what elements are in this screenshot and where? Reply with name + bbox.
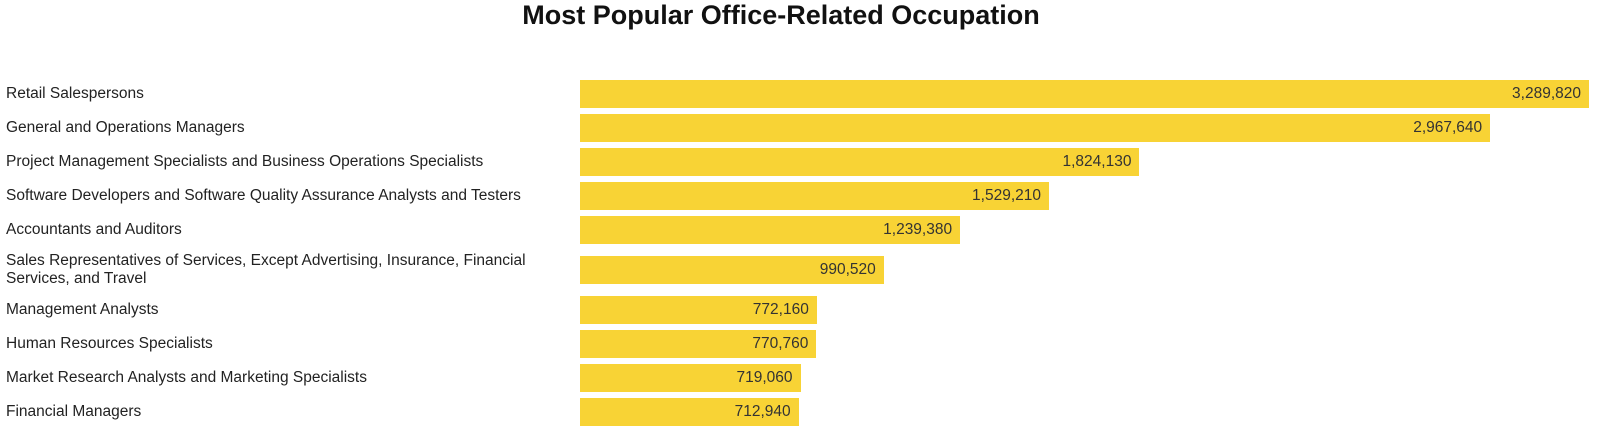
category-label: General and Operations Managers [6, 119, 245, 136]
bar-row: Retail Salespersons 3,289,820 [0, 77, 1600, 111]
value-label: 990,520 [819, 261, 876, 278]
bar: 1,239,380 [580, 216, 961, 244]
value-label: 1,529,210 [972, 187, 1041, 204]
bar-row: Management Analysts 772,160 [0, 293, 1600, 327]
value-label: 2,967,640 [1413, 119, 1483, 136]
bar: 770,760 [580, 330, 817, 358]
value-label: 772,160 [752, 301, 809, 318]
value-label: 1,824,130 [1062, 153, 1132, 170]
value-label: 712,940 [734, 403, 791, 420]
bar-row: Accountants and Auditors 1,239,380 [0, 213, 1600, 247]
bar: 2,967,640 [580, 114, 1491, 142]
chart-title: Most Popular Office-Related Occupation [522, 0, 1040, 30]
value-label: 719,060 [736, 369, 793, 386]
category-label: Retail Salespersons [6, 85, 144, 102]
bar-chart: Retail Salespersons 3,289,820 General and … [0, 77, 1600, 429]
category-label: Project Management Specialists and Busin… [6, 153, 484, 170]
bar: 1,529,210 [580, 182, 1049, 210]
category-label: Sales Representatives of Services, Excep… [6, 252, 526, 287]
bar: 1,824,130 [580, 148, 1140, 176]
category-label: Accountants and Auditors [6, 221, 182, 238]
value-label: 3,289,820 [1512, 85, 1581, 102]
bar-row: Financial Managers 712,940 [0, 395, 1600, 429]
category-label: Financial Managers [6, 403, 142, 420]
category-label: Human Resources Specialists [6, 335, 213, 352]
bar-row: Market Research Analysts and Marketing S… [0, 361, 1600, 395]
bar-row: Human Resources Specialists 770,760 [0, 327, 1600, 361]
value-label: 1,239,380 [883, 221, 953, 238]
bar-row: Project Management Specialists and Busin… [0, 145, 1600, 179]
category-label: Management Analysts [6, 301, 159, 318]
bar: 712,940 [580, 398, 799, 426]
bar: 719,060 [580, 364, 801, 392]
bar: 990,520 [580, 256, 884, 284]
bar: 3,289,820 [580, 80, 1589, 108]
category-label: Market Research Analysts and Marketing S… [6, 369, 367, 386]
bar-row: General and Operations Managers 2,967,640 [0, 111, 1600, 145]
value-label: 770,760 [752, 335, 809, 352]
bar-row: Software Developers and Software Quality… [0, 179, 1600, 213]
bar: 772,160 [580, 296, 817, 324]
bar-row: Sales Representatives of Services, Excep… [0, 247, 1600, 293]
category-label: Software Developers and Software Quality… [6, 187, 521, 204]
